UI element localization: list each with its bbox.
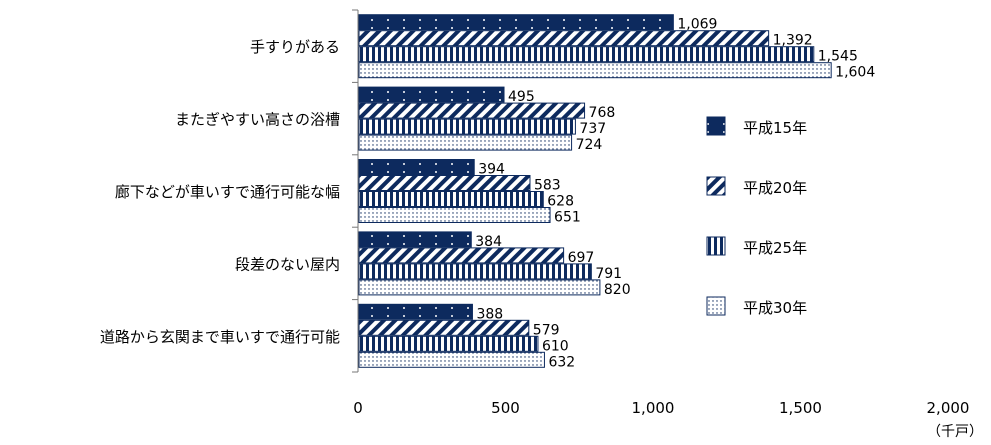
bar bbox=[358, 118, 576, 135]
category-label: 道路から玄関まで車いすで通行可能 bbox=[100, 328, 340, 346]
bar bbox=[358, 14, 674, 31]
data-label: 1,069 bbox=[677, 17, 717, 33]
bar bbox=[358, 102, 586, 119]
bar bbox=[358, 263, 592, 280]
x-tick-label: 2,000 bbox=[927, 399, 970, 417]
data-label: 651 bbox=[554, 210, 581, 226]
legend-swatch bbox=[706, 296, 726, 316]
data-label: 737 bbox=[579, 121, 606, 137]
x-tick-label: 1,500 bbox=[779, 399, 822, 417]
data-label: 791 bbox=[595, 266, 622, 282]
data-label: 384 bbox=[475, 234, 502, 250]
bar bbox=[358, 303, 473, 320]
bar bbox=[358, 335, 539, 352]
legend-label: 平成30年 bbox=[743, 299, 807, 317]
data-label: 394 bbox=[478, 162, 505, 178]
bar bbox=[358, 159, 475, 175]
data-label: 632 bbox=[548, 354, 575, 370]
legend-swatch bbox=[706, 116, 726, 136]
bar bbox=[358, 319, 530, 336]
bar bbox=[358, 62, 832, 79]
legend-label: 平成20年 bbox=[743, 179, 807, 197]
bar bbox=[358, 134, 573, 151]
unit-label: （千戸） bbox=[927, 424, 983, 440]
legend-swatch bbox=[706, 176, 726, 196]
data-label: 1,604 bbox=[835, 65, 875, 81]
data-label: 628 bbox=[547, 194, 574, 210]
category-label: 段差のない屋内 bbox=[235, 255, 340, 273]
bar bbox=[358, 30, 770, 47]
data-label: 724 bbox=[576, 137, 603, 153]
bar bbox=[358, 46, 815, 63]
legend-label: 平成15年 bbox=[743, 119, 807, 137]
bar bbox=[358, 175, 531, 191]
bar bbox=[358, 86, 505, 103]
data-label: 388 bbox=[476, 306, 503, 322]
bar bbox=[358, 247, 565, 264]
data-label: 768 bbox=[589, 105, 616, 121]
legend-label: 平成25年 bbox=[743, 239, 807, 257]
bar bbox=[358, 279, 601, 296]
data-label: 820 bbox=[604, 282, 631, 298]
data-label: 1,545 bbox=[818, 49, 858, 65]
legend-swatch bbox=[706, 236, 726, 256]
bar bbox=[358, 231, 472, 248]
data-label: 495 bbox=[508, 89, 535, 105]
data-label: 610 bbox=[542, 338, 569, 354]
x-tick-label: 0 bbox=[353, 399, 363, 417]
x-tick-label: 1,000 bbox=[632, 399, 675, 417]
category-label: またぎやすい高さの浴槽 bbox=[175, 111, 340, 129]
x-tick-label: 500 bbox=[491, 399, 520, 417]
bar bbox=[358, 351, 545, 368]
category-label: 廊下などが車いすで通行可能な幅 bbox=[115, 183, 340, 201]
data-label: 697 bbox=[568, 250, 595, 266]
data-label: 579 bbox=[533, 322, 560, 338]
bar bbox=[358, 191, 544, 207]
bar bbox=[358, 207, 551, 223]
data-label: 583 bbox=[534, 178, 561, 194]
data-label: 1,392 bbox=[773, 33, 813, 49]
category-label: 手すりがある bbox=[250, 38, 340, 56]
